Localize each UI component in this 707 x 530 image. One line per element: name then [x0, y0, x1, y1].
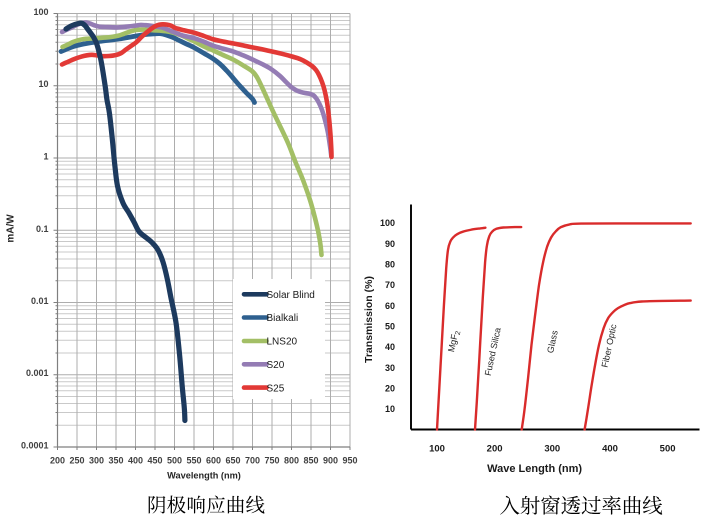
svg-text:70: 70 — [385, 280, 395, 290]
svg-text:20: 20 — [385, 383, 395, 393]
svg-text:1: 1 — [43, 152, 48, 162]
svg-text:0.0001: 0.0001 — [21, 441, 49, 451]
svg-text:0.01: 0.01 — [31, 296, 49, 306]
svg-text:400: 400 — [602, 444, 618, 455]
svg-text:100: 100 — [33, 7, 48, 17]
svg-text:300: 300 — [89, 456, 104, 466]
svg-text:Solar Blind: Solar Blind — [267, 290, 315, 301]
svg-text:750: 750 — [264, 456, 279, 466]
svg-text:300: 300 — [544, 444, 560, 455]
svg-text:500: 500 — [167, 456, 182, 466]
svg-text:40: 40 — [385, 342, 395, 352]
svg-text:450: 450 — [147, 456, 162, 466]
svg-text:700: 700 — [245, 456, 260, 466]
svg-text:900: 900 — [323, 456, 338, 466]
svg-text:Wave Length (nm): Wave Length (nm) — [487, 463, 582, 475]
svg-text:S25: S25 — [267, 383, 285, 394]
svg-text:550: 550 — [186, 456, 201, 466]
svg-text:Bialkali: Bialkali — [267, 313, 299, 324]
svg-text:90: 90 — [385, 239, 395, 249]
svg-text:LNS20: LNS20 — [267, 337, 298, 348]
svg-text:650: 650 — [225, 456, 240, 466]
svg-text:350: 350 — [108, 456, 123, 466]
svg-text:Transmission (%): Transmission (%) — [363, 276, 375, 363]
svg-text:950: 950 — [342, 456, 357, 466]
svg-text:mA/W: mA/W — [6, 214, 17, 243]
svg-text:60: 60 — [385, 301, 395, 311]
svg-text:500: 500 — [660, 444, 676, 455]
svg-text:0.1: 0.1 — [36, 224, 49, 234]
svg-text:10: 10 — [385, 404, 395, 414]
svg-text:10: 10 — [38, 79, 48, 89]
svg-text:600: 600 — [206, 456, 221, 466]
svg-text:S20: S20 — [267, 360, 285, 371]
svg-text:Wavelength (nm): Wavelength (nm) — [167, 471, 241, 481]
svg-text:250: 250 — [69, 456, 84, 466]
svg-text:Glass: Glass — [545, 329, 560, 354]
svg-text:80: 80 — [385, 260, 395, 270]
svg-text:0.001: 0.001 — [26, 368, 49, 378]
svg-text:400: 400 — [128, 456, 143, 466]
svg-text:100: 100 — [429, 444, 445, 455]
svg-text:200: 200 — [50, 456, 65, 466]
svg-text:100: 100 — [380, 218, 395, 228]
svg-text:200: 200 — [487, 444, 503, 455]
svg-text:50: 50 — [385, 321, 395, 331]
svg-text:30: 30 — [385, 363, 395, 373]
svg-text:800: 800 — [284, 456, 299, 466]
svg-text:850: 850 — [303, 456, 318, 466]
